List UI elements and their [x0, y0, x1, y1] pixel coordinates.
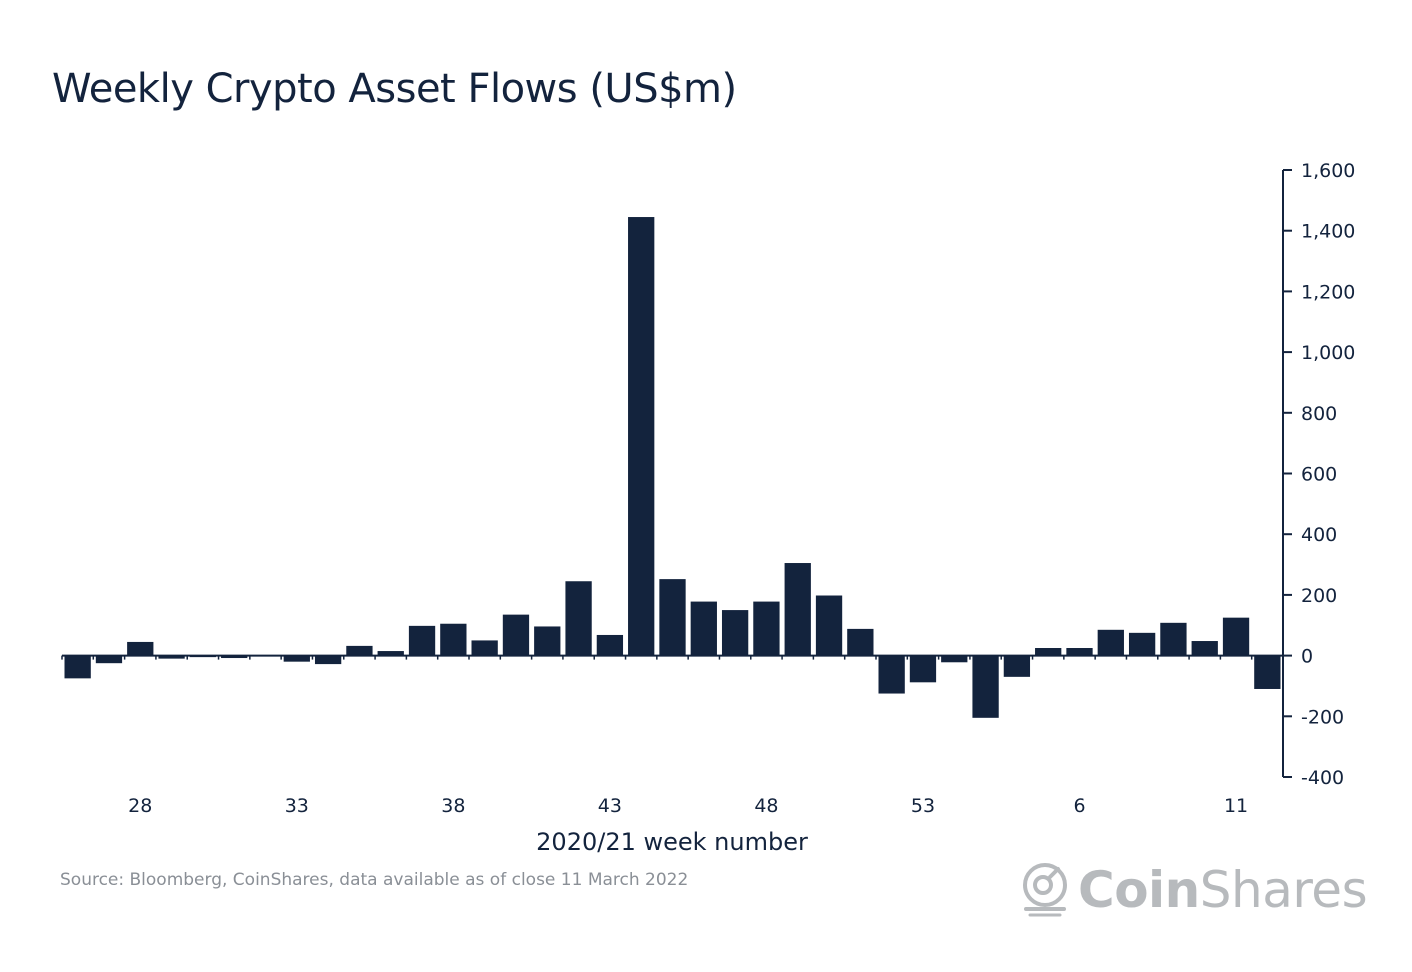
y-tick-label: 0 [1301, 646, 1313, 668]
logo-wordmark-light: Shares [1199, 861, 1368, 919]
bar [377, 651, 404, 656]
bar [690, 601, 717, 656]
bar [909, 655, 937, 683]
bar [534, 626, 561, 656]
bar [314, 655, 342, 665]
bar [753, 601, 780, 656]
y-tick-label: 400 [1301, 524, 1337, 546]
bar [847, 628, 874, 656]
bar [1222, 617, 1250, 656]
x-tick-label: 6 [1073, 795, 1085, 817]
bar [158, 655, 185, 659]
y-tick-label: 1,200 [1301, 281, 1355, 303]
x-tick-label: 11 [1224, 795, 1248, 817]
x-tick-label: 28 [128, 795, 152, 817]
y-axis: 1,600 1,400 1,200 1,000 800 600 400 200 0 -200 -40… [1282, 160, 1355, 789]
y-tick-label: -200 [1301, 706, 1344, 728]
y-tick-label: -400 [1301, 767, 1344, 789]
bar [1254, 655, 1281, 689]
bar [815, 595, 843, 656]
x-axis: 28 33 38 43 48 53 6 11 [61, 654, 1284, 817]
bar [1128, 632, 1156, 656]
bar [1003, 655, 1031, 677]
bar [346, 645, 373, 656]
bar [95, 655, 123, 664]
x-axis-label: 2020/21 week number [536, 828, 808, 856]
bars-layer [64, 217, 1281, 718]
y-tick-label: 1,600 [1301, 160, 1355, 182]
source-note: Source: Bloomberg, CoinShares, data avai… [60, 870, 689, 890]
x-tick-label: 53 [911, 795, 935, 817]
bar [721, 610, 749, 656]
bar [1097, 629, 1124, 656]
y-tick-label: 800 [1301, 403, 1337, 425]
bar [659, 579, 686, 656]
bar [972, 655, 999, 718]
bar [64, 655, 91, 679]
bar [471, 640, 498, 656]
bar [1160, 622, 1187, 656]
bar [878, 655, 905, 694]
y-tick-label: 1,000 [1301, 342, 1355, 364]
x-tick-label: 43 [598, 795, 622, 817]
bar [502, 614, 530, 656]
coinshares-logo: CoinShares [1020, 858, 1368, 922]
bar [127, 641, 154, 656]
bar [1066, 648, 1093, 656]
bar [784, 563, 811, 656]
logo-wordmark: CoinShares [1078, 861, 1368, 919]
bar [440, 623, 467, 656]
bar [221, 655, 248, 659]
y-tick-label: 600 [1301, 464, 1337, 486]
logo-wordmark-bold: Coin [1078, 861, 1200, 919]
coinshares-logo-icon [1020, 859, 1070, 921]
bar [1191, 641, 1218, 656]
bar [283, 655, 310, 662]
bar [408, 625, 436, 656]
x-tick-label: 48 [754, 795, 778, 817]
bar [941, 655, 968, 663]
bar [628, 217, 655, 656]
x-tick-label: 33 [285, 795, 309, 817]
y-tick-label: 200 [1301, 585, 1337, 607]
y-tick-label: 1,400 [1301, 221, 1355, 243]
x-tick-label: 38 [441, 795, 465, 817]
bar [1035, 648, 1062, 656]
bar [565, 581, 592, 656]
bar [596, 634, 624, 656]
chart-title: Weekly Crypto Asset Flows (US$m) [52, 66, 737, 112]
